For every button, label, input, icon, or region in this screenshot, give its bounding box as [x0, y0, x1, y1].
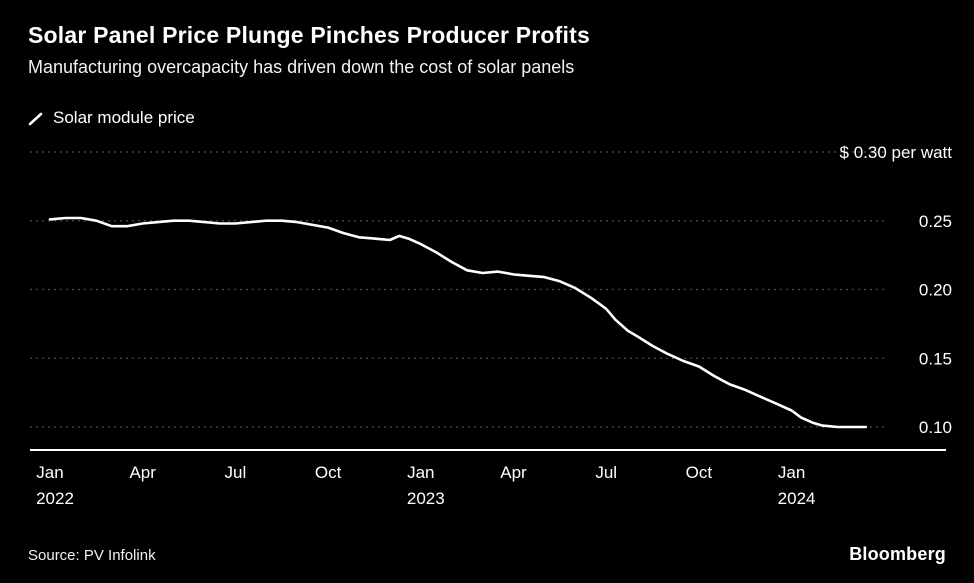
x-axis-year-label: 2022	[36, 489, 74, 508]
x-axis-label: Jan	[778, 463, 805, 482]
x-axis-year-label: 2023	[407, 489, 445, 508]
price-line-series	[48, 216, 868, 429]
chart-title: Solar Panel Price Plunge Pinches Produce…	[28, 22, 590, 48]
legend: Solar module price	[28, 108, 195, 128]
legend-label: Solar module price	[53, 108, 195, 127]
price-line-chart: $ 0.30 per watt 0.25 0.20 0.15 0.10 Jan 2022 Ap…	[30, 143, 953, 508]
bloomberg-logo: Bloomberg	[849, 544, 946, 564]
y-axis-label: 0.15	[919, 349, 952, 368]
chart-header: Solar Panel Price Plunge Pinches Produce…	[28, 22, 946, 78]
x-axis-label: Jul	[225, 463, 247, 482]
x-axis-label: Jan	[407, 463, 434, 482]
chart-footer: Source: PV Infolink Bloomberg	[28, 544, 946, 565]
source-attribution: Source: PV Infolink	[28, 547, 156, 564]
x-axis-label: Oct	[315, 463, 342, 482]
y-axis-label: 0.20	[919, 281, 952, 300]
y-axis-label: $ 0.30 per watt	[840, 143, 953, 162]
x-axis-label: Oct	[686, 463, 713, 482]
x-axis-label: Jan	[36, 463, 63, 482]
chart-subtitle: Manufacturing overcapacity has driven do…	[28, 57, 575, 77]
x-axis-label: Apr	[500, 463, 527, 482]
x-axis-label: Apr	[129, 463, 156, 482]
x-axis-year-label: 2024	[778, 489, 816, 508]
x-axis-label: Jul	[595, 463, 617, 482]
y-axis-label: 0.10	[919, 418, 952, 437]
line-series-icon	[28, 111, 44, 126]
y-axis-label: 0.25	[919, 212, 952, 231]
